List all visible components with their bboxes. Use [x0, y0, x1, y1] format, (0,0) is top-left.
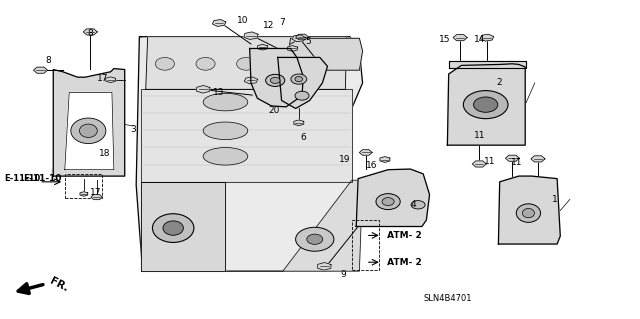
Polygon shape: [250, 48, 303, 107]
Text: 13: 13: [212, 88, 224, 97]
Ellipse shape: [318, 57, 337, 70]
Polygon shape: [52, 169, 125, 176]
Ellipse shape: [203, 147, 248, 165]
Text: 3: 3: [130, 125, 136, 134]
Polygon shape: [257, 44, 268, 50]
Polygon shape: [294, 120, 304, 126]
Polygon shape: [244, 77, 258, 84]
Ellipse shape: [277, 57, 296, 70]
Polygon shape: [506, 155, 520, 161]
Text: 17: 17: [97, 74, 108, 83]
Text: 19: 19: [339, 155, 351, 164]
Polygon shape: [53, 69, 125, 176]
Text: 17: 17: [90, 189, 102, 197]
Polygon shape: [91, 195, 102, 200]
Ellipse shape: [411, 201, 425, 209]
Ellipse shape: [376, 194, 400, 210]
Text: 5: 5: [305, 37, 311, 46]
Text: ATM- 2: ATM- 2: [383, 231, 421, 240]
Text: 6: 6: [301, 133, 307, 142]
Bar: [65, 174, 102, 198]
Polygon shape: [146, 37, 347, 89]
Polygon shape: [286, 38, 363, 70]
Ellipse shape: [307, 234, 323, 244]
Text: 2: 2: [497, 78, 502, 87]
Text: 8: 8: [87, 29, 93, 38]
Text: E-11-10: E-11-10: [4, 174, 41, 183]
Ellipse shape: [152, 214, 194, 242]
Polygon shape: [141, 89, 352, 182]
Polygon shape: [287, 46, 298, 51]
Polygon shape: [106, 77, 116, 83]
Text: 16: 16: [366, 161, 377, 170]
Polygon shape: [447, 64, 525, 145]
Polygon shape: [531, 156, 545, 162]
Ellipse shape: [203, 93, 248, 111]
Ellipse shape: [295, 91, 309, 100]
Ellipse shape: [295, 77, 303, 82]
Polygon shape: [296, 34, 308, 40]
Text: E-11-10: E-11-10: [22, 174, 61, 183]
Bar: [352, 220, 378, 270]
Polygon shape: [283, 180, 363, 271]
Ellipse shape: [474, 97, 498, 112]
Ellipse shape: [237, 57, 256, 70]
Polygon shape: [244, 32, 258, 40]
Text: 7: 7: [280, 18, 285, 27]
Ellipse shape: [296, 227, 334, 251]
Polygon shape: [136, 37, 363, 271]
Polygon shape: [33, 67, 47, 73]
Polygon shape: [472, 161, 486, 167]
Ellipse shape: [79, 124, 97, 137]
Text: 8: 8: [45, 56, 51, 65]
Polygon shape: [499, 176, 560, 244]
Ellipse shape: [196, 57, 215, 70]
Text: 10: 10: [237, 16, 248, 25]
Polygon shape: [449, 61, 527, 68]
Polygon shape: [453, 34, 467, 41]
Text: 11: 11: [484, 157, 495, 166]
Text: SLN4B4701: SLN4B4701: [423, 294, 472, 303]
Polygon shape: [212, 19, 226, 26]
Text: ATM- 2: ATM- 2: [383, 258, 421, 267]
Polygon shape: [80, 192, 88, 196]
Ellipse shape: [203, 122, 248, 140]
Polygon shape: [196, 85, 210, 93]
Polygon shape: [317, 263, 331, 270]
Polygon shape: [480, 34, 493, 41]
Polygon shape: [141, 182, 225, 271]
Ellipse shape: [271, 78, 280, 84]
Ellipse shape: [71, 118, 106, 144]
Ellipse shape: [156, 57, 175, 70]
Text: 18: 18: [99, 149, 111, 158]
Ellipse shape: [522, 209, 534, 218]
Polygon shape: [360, 150, 372, 155]
Polygon shape: [292, 35, 306, 41]
Ellipse shape: [516, 204, 541, 222]
Polygon shape: [278, 57, 328, 108]
Text: 20: 20: [269, 106, 280, 115]
Text: 9: 9: [340, 270, 346, 279]
Text: 14: 14: [474, 35, 486, 44]
Text: 15: 15: [439, 35, 451, 44]
Text: 11: 11: [511, 158, 523, 167]
Polygon shape: [83, 29, 97, 35]
Text: 4: 4: [410, 200, 416, 209]
Ellipse shape: [382, 198, 394, 206]
Ellipse shape: [291, 74, 307, 84]
Ellipse shape: [463, 91, 508, 119]
Text: FR.: FR.: [48, 276, 70, 293]
Polygon shape: [380, 157, 390, 162]
Text: 12: 12: [262, 21, 274, 30]
Ellipse shape: [266, 74, 285, 86]
Text: 1: 1: [552, 195, 557, 204]
Polygon shape: [356, 169, 429, 226]
Ellipse shape: [163, 221, 184, 235]
Polygon shape: [65, 93, 114, 170]
Text: 11: 11: [474, 131, 486, 140]
